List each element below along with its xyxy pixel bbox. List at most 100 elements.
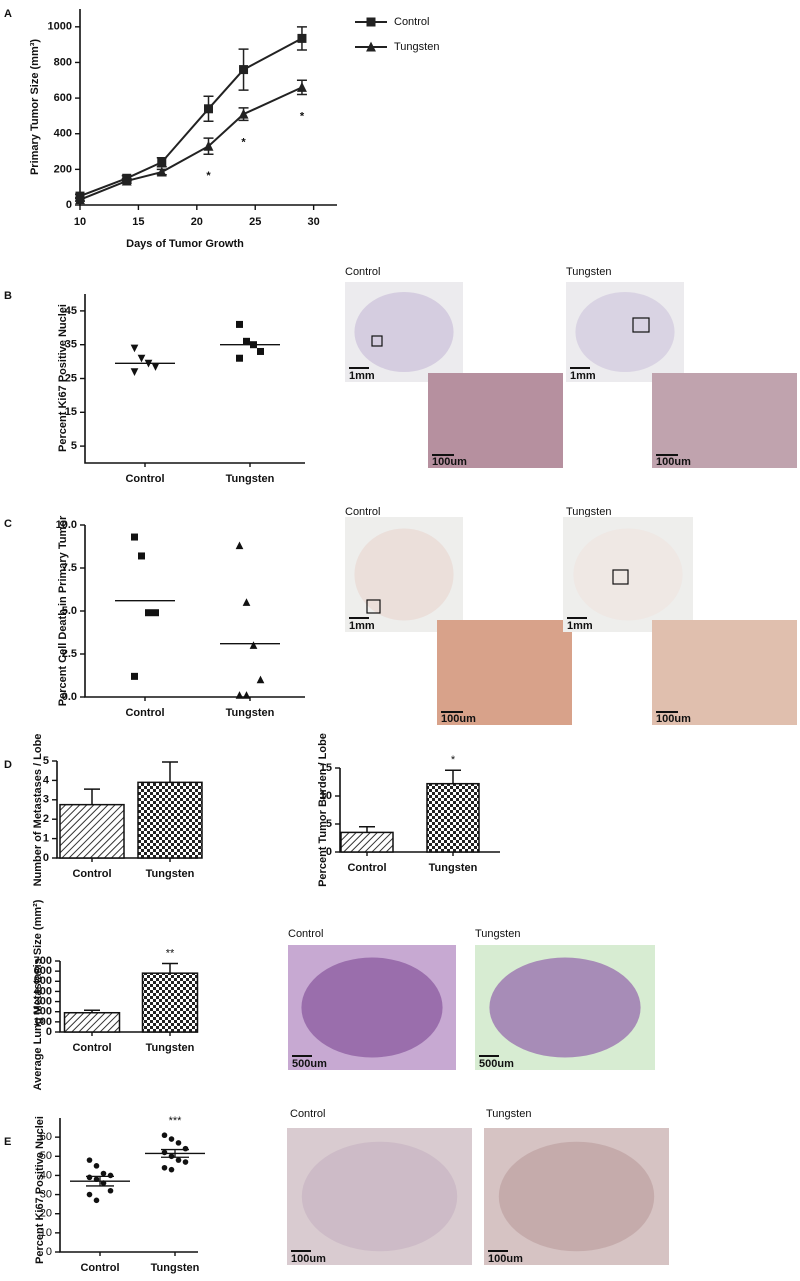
micrograph-zoom <box>652 620 797 725</box>
roi-box <box>612 569 629 585</box>
x-tick-label: Tungsten <box>151 1262 200 1274</box>
x-tick-label: 30 <box>308 216 320 228</box>
legend-label: Tungsten <box>394 41 439 53</box>
error-bar <box>84 788 100 805</box>
y-tick-label: 30 <box>40 1188 52 1200</box>
marker <box>238 108 249 119</box>
tissue <box>354 528 454 621</box>
marker <box>157 157 167 167</box>
x-tick-label: 25 <box>249 216 261 228</box>
x-tick-label: Control <box>72 868 111 880</box>
bar <box>137 781 203 859</box>
error-bar <box>359 826 375 833</box>
marker <box>242 598 251 606</box>
x-tick-label: Control <box>125 473 164 485</box>
error-bar <box>86 1175 114 1187</box>
panel-label: A <box>4 8 12 20</box>
x-tick-label: Tungsten <box>226 707 275 719</box>
annotation: * <box>300 110 305 122</box>
marker <box>168 1153 175 1160</box>
y-tick-label: 1000 <box>48 21 72 33</box>
legend-marker <box>366 17 376 27</box>
bar <box>59 803 125 859</box>
y-axis-label: Percent Ki67 Positive Nuclei <box>34 1116 46 1264</box>
marker <box>86 1157 93 1163</box>
marker <box>100 1170 107 1177</box>
tissue <box>301 1141 458 1252</box>
micrograph-zoom <box>428 373 563 468</box>
marker <box>131 672 138 680</box>
y-tick-label: 35 <box>65 339 77 351</box>
marker <box>235 541 244 550</box>
marker <box>130 344 139 353</box>
annotation: ** <box>166 947 175 959</box>
bar <box>340 831 394 853</box>
roi-box <box>632 317 650 333</box>
y-tick-label: 0 <box>46 1246 52 1258</box>
image-caption: Control <box>288 928 323 940</box>
y-axis-label: Percent Cell Death in Primary Tumor <box>57 515 69 706</box>
y-tick-label: 15 <box>320 762 332 774</box>
error-bar <box>161 1148 189 1158</box>
marker <box>121 175 132 186</box>
series-line <box>79 37 303 198</box>
marker <box>138 552 145 560</box>
y-tick-label: 15 <box>65 406 77 418</box>
tissue <box>575 292 675 372</box>
marker <box>236 320 243 328</box>
scale-label: 100um <box>432 456 467 468</box>
y-tick-label: 25 <box>65 372 77 384</box>
y-tick-label: 800 <box>54 56 72 68</box>
y-tick-label: 5 <box>326 818 332 830</box>
x-tick-label: Tungsten <box>146 1042 195 1054</box>
panel-label: B <box>4 290 12 302</box>
marker <box>297 33 307 43</box>
scale-label: 1mm <box>567 620 593 632</box>
marker <box>168 1136 175 1142</box>
marker <box>257 347 264 355</box>
y-tick-label: 5 <box>71 440 77 452</box>
error-bar <box>445 769 461 784</box>
marker <box>243 337 250 345</box>
marker <box>152 609 159 617</box>
axis-line <box>84 525 305 698</box>
x-tick-label: Tungsten <box>429 862 478 874</box>
marker <box>249 641 258 649</box>
micrograph-zoom <box>437 620 572 725</box>
image-caption: Tungsten <box>475 928 520 940</box>
x-tick-label: Control <box>125 707 164 719</box>
y-tick-label: 2 <box>43 813 49 825</box>
y-tick-label: 200 <box>54 163 72 175</box>
image-caption: Tungsten <box>566 506 611 518</box>
y-tick-label: 5.0 <box>62 605 77 617</box>
axis-line <box>59 1118 198 1253</box>
error-bar <box>162 761 178 783</box>
marker <box>161 1149 168 1156</box>
marker <box>168 1166 175 1173</box>
y-tick-label: 100 <box>34 1016 52 1028</box>
tissue <box>301 957 443 1058</box>
panel-label: C <box>4 518 12 530</box>
x-tick-label: Tungsten <box>146 868 195 880</box>
marker <box>137 354 146 363</box>
image-caption: Tungsten <box>566 266 611 278</box>
annotation: * <box>241 136 246 148</box>
y-tick-label: 400 <box>34 985 52 997</box>
x-tick-label: 20 <box>191 216 203 228</box>
y-tick-label: 500 <box>34 975 52 987</box>
x-tick-label: Control <box>347 862 386 874</box>
legend-marker <box>366 41 376 52</box>
annotation: * <box>451 754 456 766</box>
marker <box>130 368 139 376</box>
y-tick-label: 60 <box>40 1131 52 1143</box>
image-caption: Control <box>290 1108 325 1120</box>
y-tick-label: 5 <box>43 755 49 767</box>
image-caption: Control <box>345 266 380 278</box>
marker <box>161 1132 168 1139</box>
image-caption: Tungsten <box>486 1108 531 1120</box>
y-tick-label: 2.5 <box>62 648 77 660</box>
marker <box>151 363 160 371</box>
bar <box>426 782 480 853</box>
x-tick-label: 15 <box>132 216 144 228</box>
scale-label: 100um <box>441 713 476 725</box>
